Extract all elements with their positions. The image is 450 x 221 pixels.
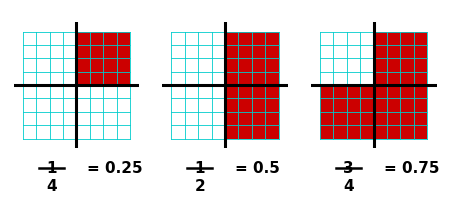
Bar xyxy=(225,32,279,85)
Bar xyxy=(374,32,427,85)
Text: = 0.5: = 0.5 xyxy=(235,161,280,176)
Bar xyxy=(320,85,374,139)
Bar xyxy=(171,32,279,139)
Text: 4: 4 xyxy=(343,179,354,194)
Text: = 0.75: = 0.75 xyxy=(383,161,439,176)
Text: 1: 1 xyxy=(194,161,205,176)
Bar xyxy=(23,32,130,139)
Bar xyxy=(225,85,279,139)
Text: 2: 2 xyxy=(194,179,205,194)
Text: 4: 4 xyxy=(46,179,57,194)
Bar xyxy=(320,32,427,139)
Bar xyxy=(76,32,130,85)
Bar xyxy=(374,85,427,139)
Text: 3: 3 xyxy=(343,161,354,176)
Text: 1: 1 xyxy=(46,161,57,176)
Text: = 0.25: = 0.25 xyxy=(86,161,142,176)
